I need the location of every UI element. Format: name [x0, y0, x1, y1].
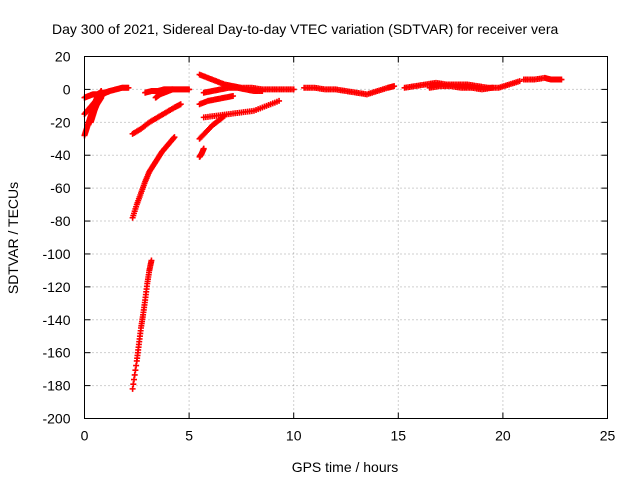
data-point — [125, 84, 132, 91]
x-tick-labels: 0 5 10 15 20 25 — [81, 428, 616, 444]
y-tick-labels: 20 0 -20 -40 -60 -80 -100 -120 -140 -160 -180 -200 — [42, 49, 70, 427]
y-tick-label: -160 — [42, 345, 70, 361]
data-point — [200, 145, 207, 152]
y-axis-label: SDTVAR / TECUs — [5, 182, 21, 294]
chart-title: Day 300 of 2021, Sidereal Day-to-day VTE… — [52, 21, 558, 37]
x-tick-label: 15 — [391, 428, 407, 444]
series-arc-d — [87, 94, 105, 126]
data-point — [558, 76, 565, 83]
series-arc-i — [152, 86, 176, 101]
x-tick-label: 20 — [495, 428, 511, 444]
series-arc-o — [200, 97, 283, 121]
data-point — [276, 97, 283, 104]
y-tick-label: -20 — [50, 114, 70, 130]
series-arc-p — [301, 83, 398, 98]
series-arc-f — [129, 257, 155, 392]
data-point — [489, 84, 496, 91]
x-tick-label: 0 — [81, 428, 89, 444]
x-axis-label: GPS time / hours — [292, 459, 399, 475]
plot-frame — [84, 56, 608, 419]
series-arc-n — [200, 84, 266, 96]
y-tick-label: -120 — [42, 279, 70, 295]
data-point — [290, 86, 297, 93]
series-arc-s — [520, 74, 565, 83]
y-tick-label: -80 — [50, 213, 70, 229]
data-point — [177, 101, 184, 108]
data-point — [516, 78, 523, 85]
data-point — [186, 86, 193, 93]
series-arc-j — [196, 145, 207, 160]
y-tick-label: 0 — [63, 81, 71, 97]
y-tick-label: -100 — [42, 246, 70, 262]
series-arc-e — [129, 134, 178, 221]
series-arc-g — [129, 101, 184, 137]
x-tick-label: 25 — [600, 428, 616, 444]
series-arc-k — [196, 112, 228, 142]
x-tick-label: 5 — [185, 428, 193, 444]
y-tick-label: -40 — [50, 147, 70, 163]
y-tick-label: -140 — [42, 312, 70, 328]
series-arc-r — [426, 83, 496, 93]
y-tick-label: -60 — [50, 180, 70, 196]
y-tick-label: 20 — [55, 49, 71, 65]
data-point — [391, 83, 398, 90]
y-tick-label: -200 — [42, 411, 70, 427]
data-point — [230, 92, 237, 99]
series-arc-m — [196, 92, 237, 108]
data-point — [171, 134, 178, 141]
data-point — [148, 257, 155, 264]
grid-layer — [84, 56, 608, 419]
data-point — [259, 88, 266, 95]
data-layer — [81, 71, 565, 392]
data-point — [169, 86, 176, 93]
data-point — [106, 88, 113, 95]
y-tick-label: -180 — [42, 378, 70, 394]
x-tick-label: 10 — [286, 428, 302, 444]
data-point — [98, 94, 105, 101]
